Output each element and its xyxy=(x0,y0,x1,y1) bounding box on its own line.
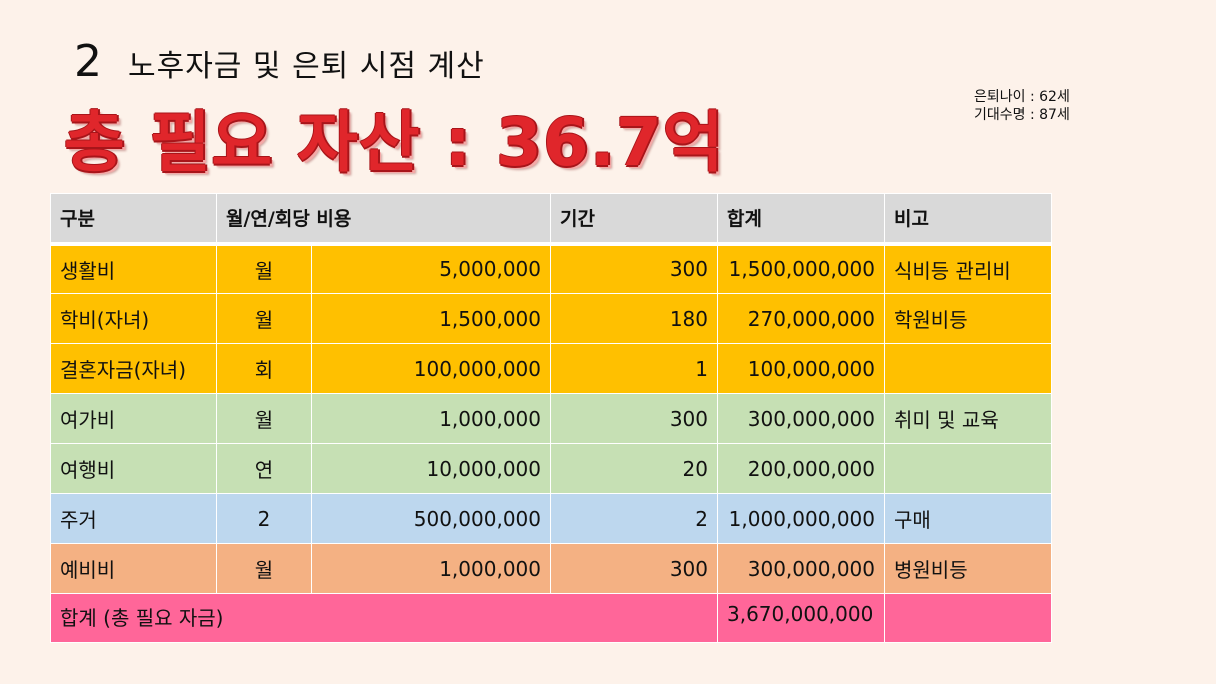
row-period: 300 xyxy=(550,243,718,294)
retirement-age-label: 은퇴나이 : 62세 xyxy=(974,89,1070,105)
section-number: 2 xyxy=(74,36,102,87)
row-unit: 월 xyxy=(216,543,312,594)
row-cost: 1,000,000 xyxy=(311,543,551,594)
row-period: 180 xyxy=(550,293,718,344)
row-category: 생활비 xyxy=(50,243,217,294)
retirement-budget-table: 구분 월/연/회당 비용 기간 합계 비고 생활비 월 5,000,000 30… xyxy=(50,193,1052,643)
table-row: 주거 2 500,000,000 2 1,000,000,000 구매 xyxy=(50,493,1052,544)
header-note: 비고 xyxy=(884,193,1052,246)
row-sum: 1,000,000,000 xyxy=(717,493,885,544)
total-note xyxy=(884,593,1052,643)
header-sum: 합계 xyxy=(717,193,885,246)
row-cost: 100,000,000 xyxy=(311,343,551,394)
row-unit: 연 xyxy=(216,443,312,494)
section-title: 노후자금 및 은퇴 시점 계산 xyxy=(128,49,485,84)
row-note: 취미 및 교육 xyxy=(884,393,1052,444)
row-cost: 1,000,000 xyxy=(311,393,551,444)
slide-title-row: 2 노후자금 및 은퇴 시점 계산 xyxy=(74,36,485,88)
row-category: 여행비 xyxy=(50,443,217,494)
row-unit: 회 xyxy=(216,343,312,394)
header-period: 기간 xyxy=(550,193,718,246)
row-cost: 500,000,000 xyxy=(311,493,551,544)
table-total-row: 합계 (총 필요 자금) 3,670,000,000 xyxy=(50,593,1052,643)
row-sum: 200,000,000 xyxy=(717,443,885,494)
total-sum: 3,670,000,000 xyxy=(717,593,885,643)
table-row: 예비비 월 1,000,000 300 300,000,000 병원비등 xyxy=(50,543,1052,594)
row-sum: 1,500,000,000 xyxy=(717,243,885,294)
row-unit: 월 xyxy=(216,243,312,294)
row-note: 병원비등 xyxy=(884,543,1052,594)
total-assets-headline: 총 필요 자산 : 36.7억 xyxy=(64,104,725,181)
row-category: 주거 xyxy=(50,493,217,544)
total-label: 합계 (총 필요 자금) xyxy=(50,593,718,643)
row-unit: 월 xyxy=(216,293,312,344)
row-sum: 100,000,000 xyxy=(717,343,885,394)
row-period: 2 xyxy=(550,493,718,544)
table-row: 여가비 월 1,000,000 300 300,000,000 취미 및 교육 xyxy=(50,393,1052,444)
table-row: 학비(자녀) 월 1,500,000 180 270,000,000 학원비등 xyxy=(50,293,1052,344)
row-note: 구매 xyxy=(884,493,1052,544)
row-cost: 10,000,000 xyxy=(311,443,551,494)
assumptions-note: 은퇴나이 : 62세 기대수명 : 87세 xyxy=(974,88,1070,124)
row-note: 식비등 관리비 xyxy=(884,243,1052,294)
row-note xyxy=(884,343,1052,394)
header-category: 구분 xyxy=(50,193,217,246)
row-sum: 300,000,000 xyxy=(717,393,885,444)
row-unit: 2 xyxy=(216,493,312,544)
row-category: 결혼자금(자녀) xyxy=(50,343,217,394)
header-cost-per: 월/연/회당 비용 xyxy=(216,193,551,246)
row-category: 예비비 xyxy=(50,543,217,594)
row-sum: 270,000,000 xyxy=(717,293,885,344)
row-cost: 1,500,000 xyxy=(311,293,551,344)
row-category: 학비(자녀) xyxy=(50,293,217,344)
table-header-row: 구분 월/연/회당 비용 기간 합계 비고 xyxy=(50,193,1052,246)
row-sum: 300,000,000 xyxy=(717,543,885,594)
row-period: 20 xyxy=(550,443,718,494)
row-cost: 5,000,000 xyxy=(311,243,551,294)
row-category: 여가비 xyxy=(50,393,217,444)
table-row: 결혼자금(자녀) 회 100,000,000 1 100,000,000 xyxy=(50,343,1052,394)
row-period: 300 xyxy=(550,393,718,444)
row-period: 300 xyxy=(550,543,718,594)
row-note: 학원비등 xyxy=(884,293,1052,344)
row-period: 1 xyxy=(550,343,718,394)
row-note xyxy=(884,443,1052,494)
table-row: 여행비 연 10,000,000 20 200,000,000 xyxy=(50,443,1052,494)
row-unit: 월 xyxy=(216,393,312,444)
table-row: 생활비 월 5,000,000 300 1,500,000,000 식비등 관리… xyxy=(50,243,1052,294)
life-expectancy-label: 기대수명 : 87세 xyxy=(974,107,1070,123)
